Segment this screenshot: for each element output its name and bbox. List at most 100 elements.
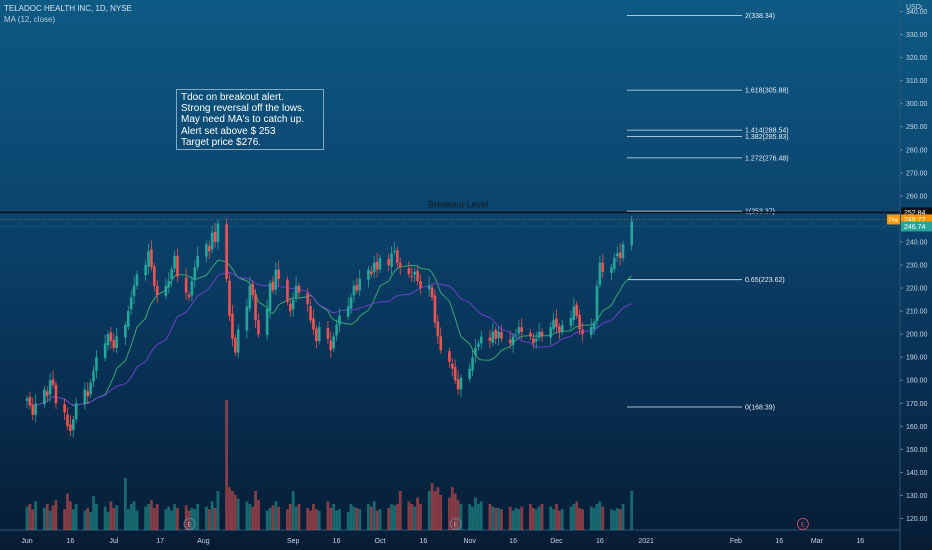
volume-bar [152,507,156,530]
candle-body [115,336,118,348]
earnings-event-icon[interactable] [183,518,196,530]
volume-bar [453,493,457,530]
candle-body [367,269,370,280]
price-tick-label: 200.00 [906,332,928,339]
volume-bar [349,504,353,530]
price-tick-label: 310.00 [906,78,928,85]
volume-bar [51,505,55,530]
candle-body [317,327,321,342]
volume-bar [581,509,584,530]
volume-bar [309,510,312,530]
fib-level-label: 2(338.34) [745,13,775,20]
volume-bar [271,505,275,530]
candle-body [500,331,503,339]
currency-label: USD [906,4,921,11]
volume-bar [398,491,402,530]
candle-body [534,338,538,342]
candle-body [410,276,414,278]
volume-bar [329,507,333,530]
candle-body [225,224,228,279]
volume-bar [416,497,419,530]
indicator-legend[interactable]: MA (12, close) [4,15,56,24]
candle-body [147,251,150,267]
candle-body [517,327,521,334]
candle-body [167,281,171,288]
volume-bar [479,501,483,530]
price-tick-label: 230.00 [906,263,928,270]
earnings-event-icon[interactable] [796,518,809,530]
candle-body [477,343,480,348]
volume-bar [306,507,310,530]
volume-bar [615,507,619,530]
candle-body [109,332,113,342]
candle-body [555,318,558,328]
candle-body [398,262,402,268]
volume-bar [471,506,474,530]
last-price-tag: 246.74 [904,224,926,231]
volume-bar [560,509,564,530]
candle-body [387,259,390,265]
volume-bar [569,506,573,530]
volume-bar [346,511,350,530]
volume-bar [369,506,373,530]
candle-body [618,252,622,259]
volume-bar [196,504,200,530]
candle-body [329,340,333,351]
candle-body [529,332,532,337]
candle-body [45,391,49,397]
candle-body [297,285,301,293]
candle-body [231,313,234,339]
candle-body [621,244,625,259]
candle-body [150,249,153,268]
volume-bar [575,501,579,530]
volume-bar [592,507,596,530]
price-tick-label: 190.00 [906,355,928,362]
candle-body [592,322,596,330]
volume-bar [89,511,93,530]
volume-bar [109,501,113,530]
price-tick-label: 140.00 [906,470,928,477]
volume-bar [621,504,625,530]
candle-body [294,285,298,299]
volume-bar [25,506,29,530]
volume-bar [86,507,90,530]
candle-body [436,321,440,337]
candle-body [520,327,524,332]
volume-bar [555,504,558,530]
candle-body [413,271,417,275]
candle-body [375,261,379,270]
volume-bar [123,478,127,530]
candle-body [416,270,419,282]
volume-bar [427,491,431,530]
volume-bar [407,501,411,530]
volume-bar [552,509,555,530]
candle-body [439,336,443,351]
fib-level-label: 1.382(285.83) [745,134,789,141]
price-tick-label: 240.00 [906,239,928,246]
candle-body [349,297,353,309]
price-tick-label: 290.00 [906,124,928,131]
earnings-event-label: E [454,523,458,529]
candle-body [63,404,66,413]
candle-body [48,380,52,395]
annotation-note[interactable]: Tdoc on breakout alert. Strong reversal … [176,89,324,150]
symbol-title[interactable]: TELADOC HEALTH INC, 1D, NYSE [4,4,132,13]
candle-body [286,279,289,302]
time-tick-label: Mar [811,538,824,545]
candle-body [176,255,179,277]
volume-bar [514,507,518,530]
volume-bar [112,507,116,530]
candle-body [468,368,471,379]
volume-bar [103,506,107,530]
candle-body [508,339,512,344]
candle-body [155,285,159,295]
volume-bar [285,509,289,530]
candle-body [257,320,260,335]
price-tick-label: 170.00 [906,401,928,408]
volume-bar [248,504,252,530]
earnings-event-icon[interactable] [449,518,462,530]
volume-bar [28,504,32,530]
pre-badge-label: Pre [889,218,899,224]
